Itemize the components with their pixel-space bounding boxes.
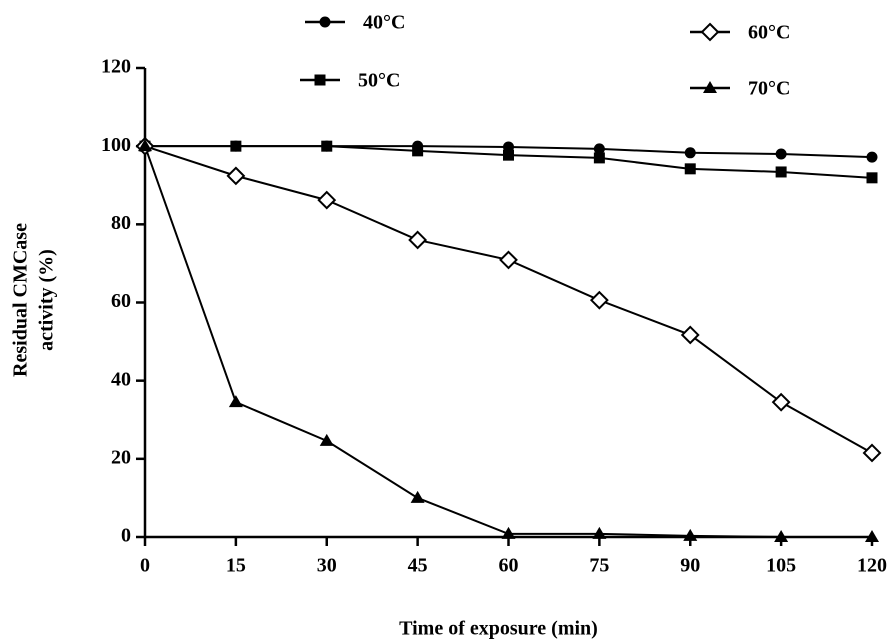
y-tick-label: 0 xyxy=(121,525,131,547)
legend-marker xyxy=(703,81,717,93)
series-line xyxy=(144,145,872,538)
legend-label: 60°C xyxy=(748,22,790,44)
point xyxy=(684,147,696,159)
series-line xyxy=(144,145,873,454)
point xyxy=(592,526,607,539)
point xyxy=(771,392,791,412)
point xyxy=(683,528,698,541)
x-tick-label: 30 xyxy=(317,555,337,577)
point xyxy=(589,290,609,310)
y-tick-label: 40 xyxy=(111,368,131,390)
point xyxy=(138,139,152,152)
x-axis-title: Time of exposure (min) xyxy=(399,618,598,640)
point xyxy=(774,530,789,542)
legend-label: 40°C xyxy=(363,12,405,34)
point xyxy=(866,151,878,163)
point xyxy=(226,166,246,186)
x-tick-label: 0 xyxy=(140,555,150,577)
y-tick-label: 80 xyxy=(111,212,131,234)
x-tick-label: 60 xyxy=(499,555,519,577)
point xyxy=(410,490,425,503)
x-tick-label: 120 xyxy=(857,555,887,577)
legend-label: 70°C xyxy=(748,78,790,100)
point xyxy=(228,395,243,408)
point xyxy=(408,230,428,250)
point xyxy=(593,143,605,155)
point xyxy=(503,149,514,161)
x-tick-label: 75 xyxy=(589,555,609,577)
point xyxy=(775,166,787,178)
point xyxy=(230,140,242,152)
x-tick-label: 105 xyxy=(766,555,796,577)
legend-label: 50°C xyxy=(358,70,400,92)
point xyxy=(866,172,878,184)
x-tick-label: 15 xyxy=(226,555,246,577)
legend-marker xyxy=(319,16,331,28)
x-tick-label: 45 xyxy=(408,555,428,577)
point xyxy=(319,433,334,446)
point xyxy=(317,190,337,210)
point xyxy=(321,140,333,152)
point xyxy=(865,530,879,542)
y-tick-label: 120 xyxy=(101,56,131,78)
point xyxy=(775,148,787,160)
point xyxy=(680,325,700,345)
point xyxy=(862,443,882,463)
point xyxy=(501,526,516,539)
legend-marker xyxy=(314,74,326,86)
y-tick-label: 20 xyxy=(111,446,131,468)
y-axis-title: activity (%) xyxy=(36,249,58,351)
y-tick-label: 100 xyxy=(101,134,131,156)
point xyxy=(499,250,518,270)
point xyxy=(684,163,696,175)
point xyxy=(412,145,424,157)
point xyxy=(593,152,605,164)
x-tick-label: 90 xyxy=(680,555,700,577)
y-axis-title: Residual CMCase xyxy=(10,223,32,377)
legend-marker xyxy=(700,22,720,42)
y-tick-label: 60 xyxy=(111,290,131,312)
